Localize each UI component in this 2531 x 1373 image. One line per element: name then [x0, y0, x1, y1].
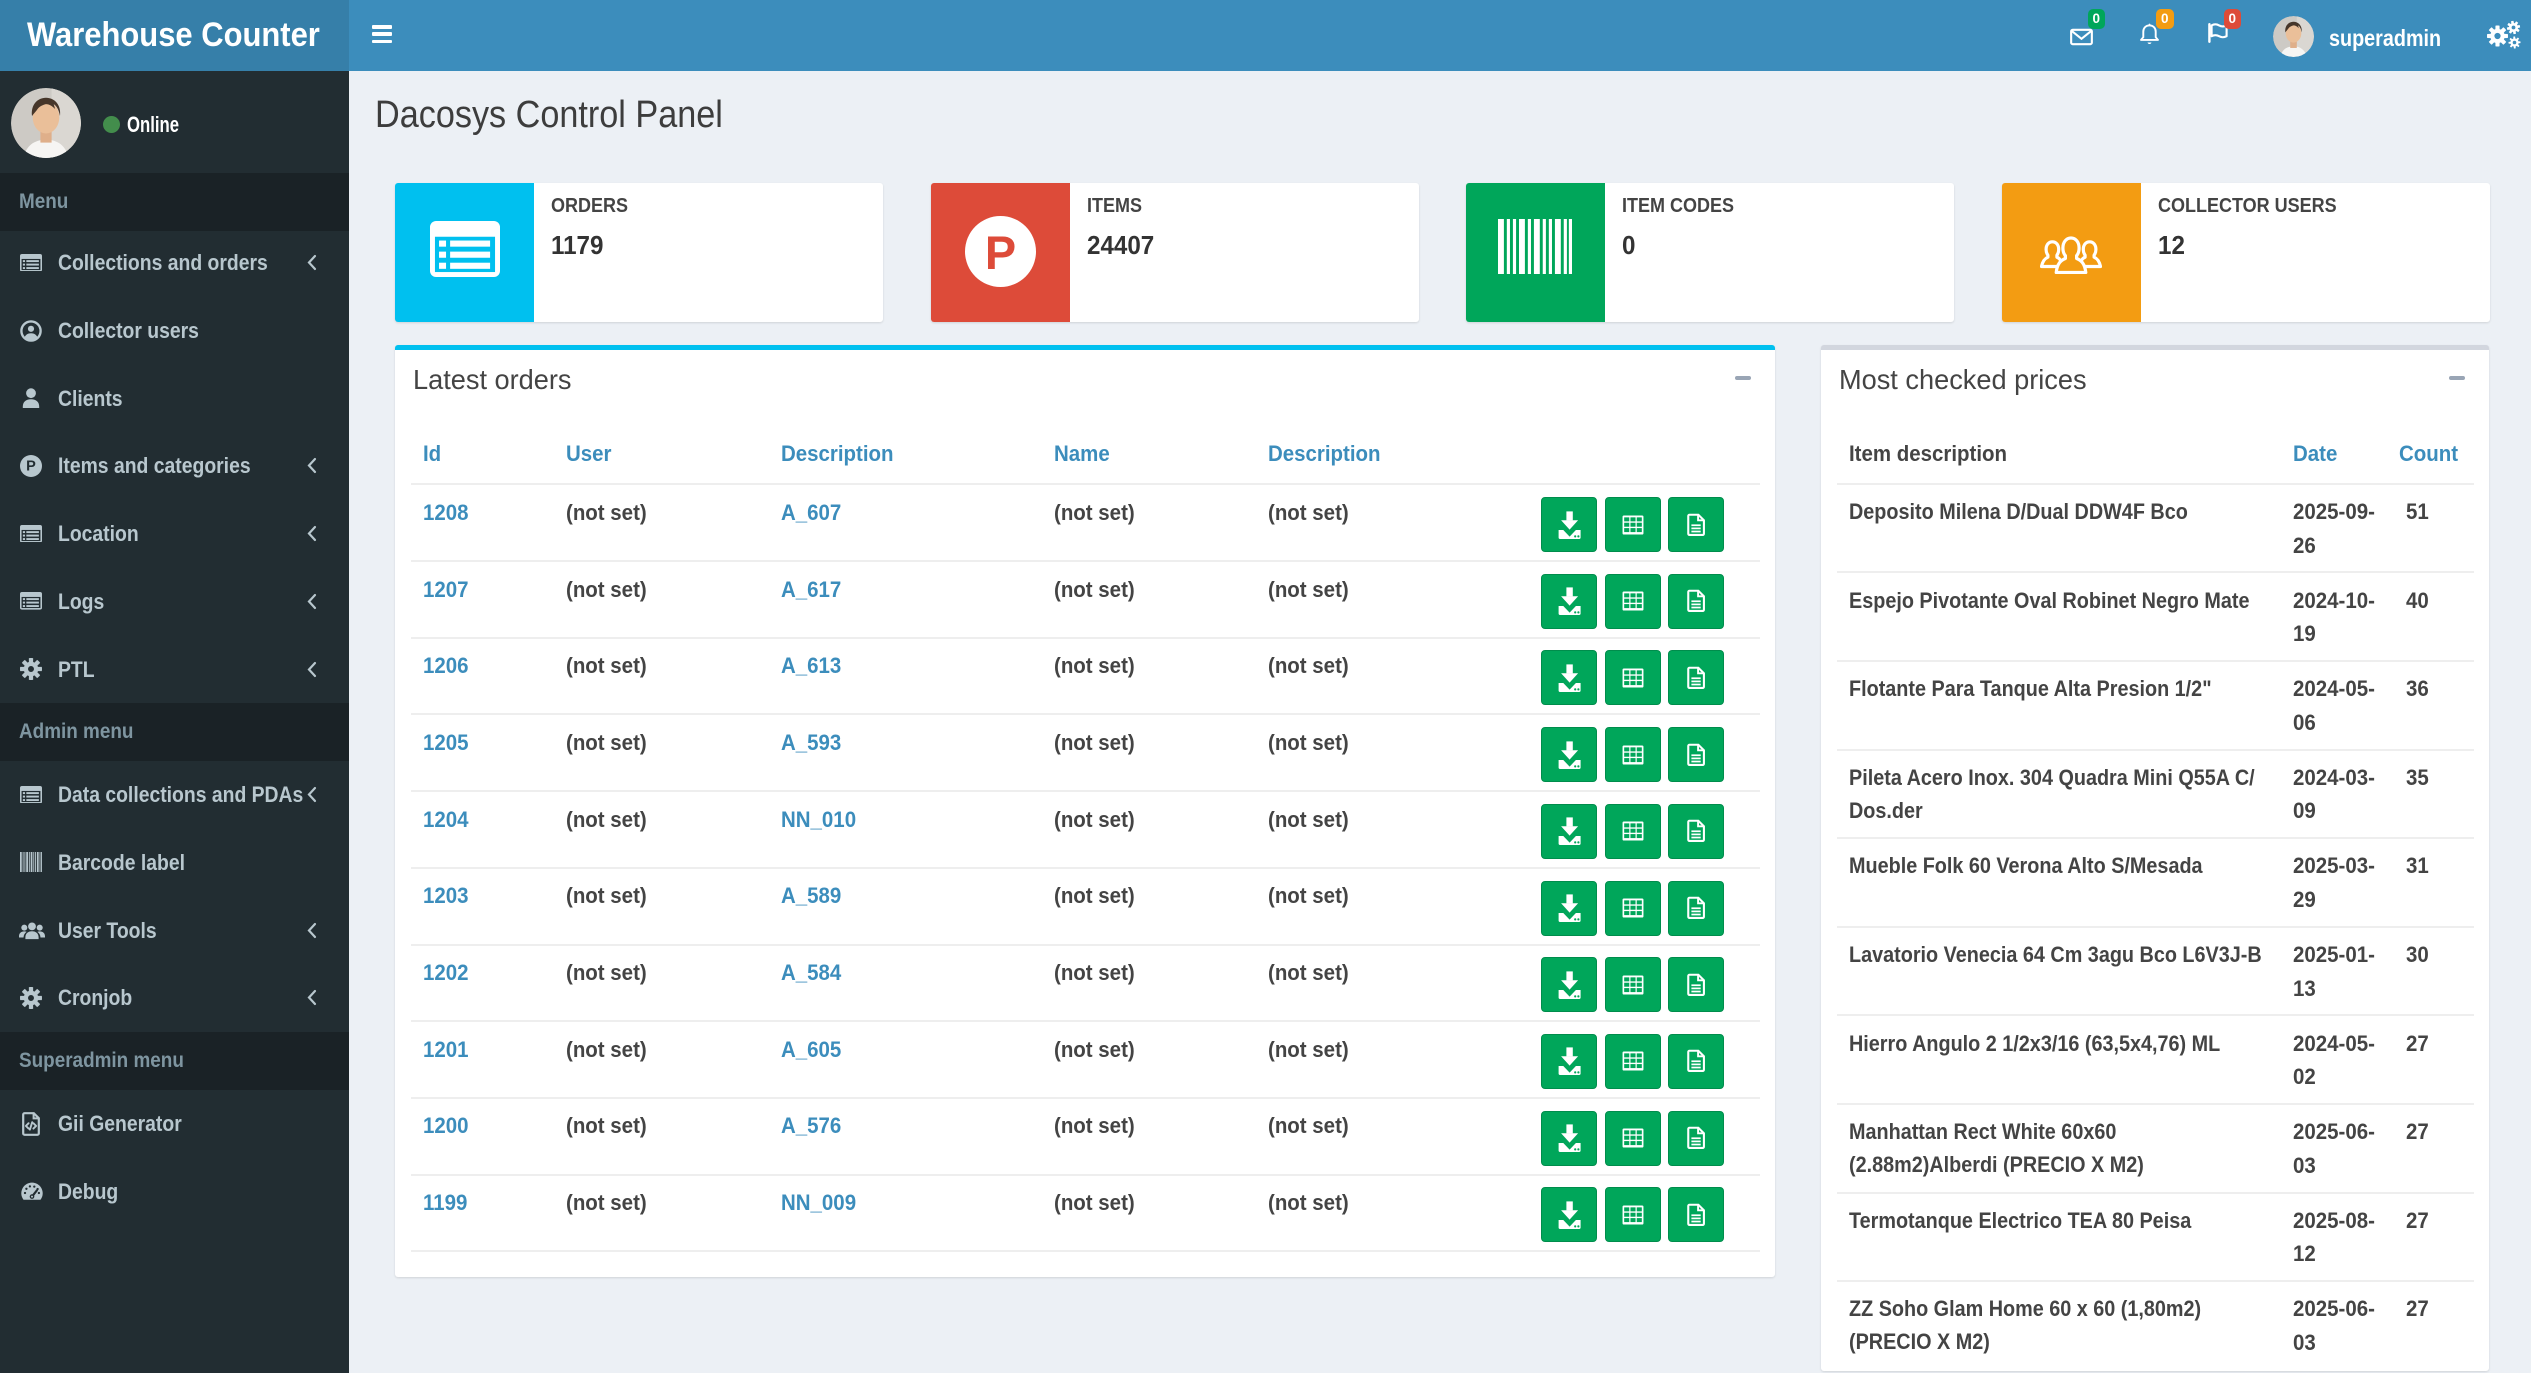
svg-text:P: P	[984, 226, 1015, 278]
svg-text:P: P	[26, 458, 36, 474]
